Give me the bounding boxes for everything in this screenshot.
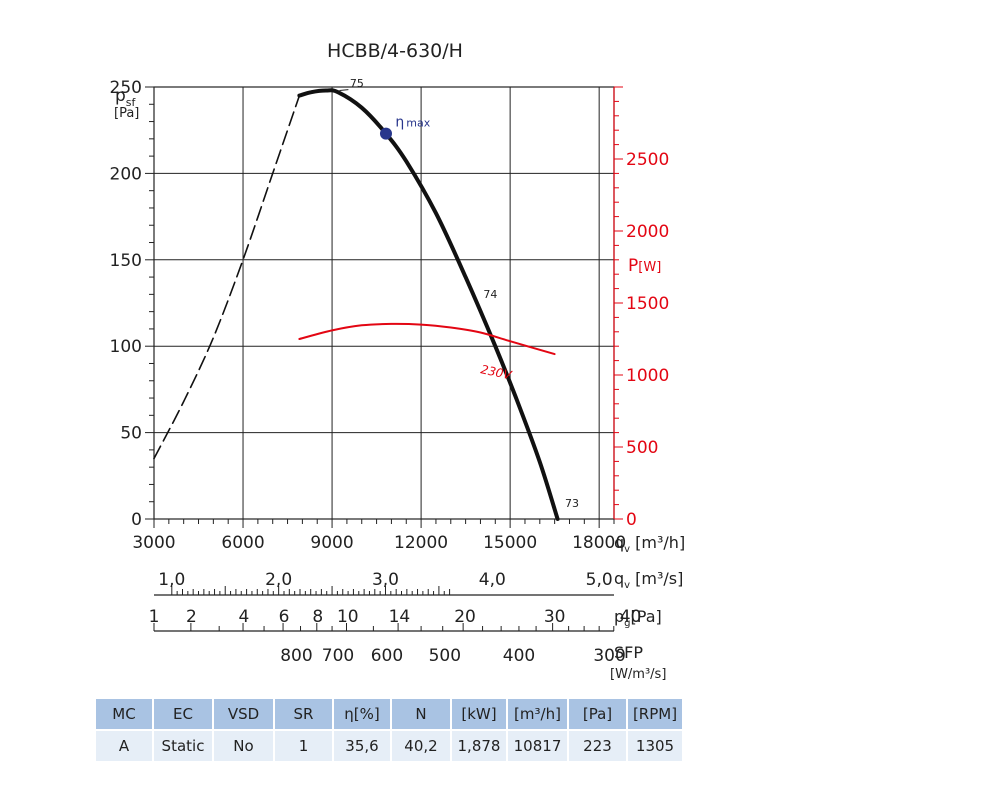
x-tick-label-pg: 14 [389, 607, 411, 627]
x-tick-label-qv_m3s: 3,0 [372, 570, 399, 590]
x-tick-label-qv_m3h: 18000 [572, 533, 626, 553]
cell-pressure: 223 [569, 731, 626, 761]
series-label-power: 230V [479, 362, 513, 382]
cell-n: 40,2 [392, 731, 450, 761]
power-axis: 0 500 1000 1500 2000 2500 [613, 86, 669, 530]
cell-flow: 10817 [508, 731, 567, 761]
table-row: A Static No 1 35,6 40,2 1,878 10817 223 … [96, 731, 682, 761]
x-tick-label-sfp: 600 [371, 646, 403, 666]
x-tick-label-qv_m3s: 2,0 [265, 570, 292, 590]
cell-mc: A [96, 731, 152, 761]
cell-ec: Static [154, 731, 212, 761]
col-header-pressure: [Pa] [569, 699, 626, 729]
x-tick-label-sfp: 400 [503, 646, 535, 666]
y-axis-unit: [Pa] [114, 106, 139, 121]
cell-vsd: No [214, 731, 273, 761]
x-tick-label-pg: 40 [620, 607, 642, 627]
col-header-rpm: [RPM] [628, 699, 682, 729]
series-power [298, 322, 556, 356]
annotation-leader [339, 89, 349, 91]
plot-frame [153, 86, 615, 520]
cell-rpm: 1305 [628, 731, 682, 761]
x-axis-unit-qv_m3s: qv [m³/s] [614, 569, 683, 591]
x-tick-label-sfp: 300 [593, 646, 625, 666]
spec-table: MC EC VSD SR η[%] N [kW] [m³/h] [Pa] [RP… [94, 697, 684, 763]
curve-annotation: 74 [483, 288, 497, 301]
x-tick-label-qv_m3s: 4,0 [479, 570, 506, 590]
col-header-n: N [392, 699, 450, 729]
y2-tick-label: 1500 [626, 294, 669, 314]
y2-tick-label: 500 [626, 438, 658, 458]
y-tick-label: 100 [110, 337, 142, 357]
spec-table-header-row: MC EC VSD SR η[%] N [kW] [m³/h] [Pa] [RP… [96, 699, 682, 729]
col-header-flow: [m³/h] [508, 699, 567, 729]
x-tick-label-sfp: 800 [280, 646, 312, 666]
col-header-efficiency: η[%] [334, 699, 390, 729]
col-header-ec: EC [154, 699, 212, 729]
x-tick-label-pg: 2 [186, 607, 197, 627]
col-header-mc: MC [96, 699, 152, 729]
cell-kw: 1,878 [452, 731, 506, 761]
y2-tick-label: 1000 [626, 366, 669, 386]
y-axis-label: psf [115, 86, 137, 109]
series-pressure-unstable [153, 94, 301, 460]
grid [153, 86, 615, 520]
x-tick-label-pg: 4 [239, 607, 250, 627]
pressure-axis: 0 50 100 150 200 250 [110, 78, 154, 530]
y-tick-label: 0 [131, 510, 142, 530]
series-pressure-stable [297, 88, 560, 521]
eta-max-label: η max [395, 114, 430, 130]
x-tick-label-pg: 10 [337, 607, 359, 627]
cell-sr: 1 [275, 731, 332, 761]
x-axis-unit-pg: pg[Pa] [614, 607, 662, 629]
col-header-kw: [kW] [452, 699, 506, 729]
x-tick-label-qv_m3h: 9000 [310, 533, 353, 553]
x-tick-label-pg: 1 [149, 607, 160, 627]
curve-annotation: 75 [350, 77, 364, 90]
x-tick-label-sfp: 500 [429, 646, 461, 666]
x-tick-label-pg: 30 [544, 607, 566, 627]
col-header-sr: SR [275, 699, 332, 729]
y-tick-label: 200 [110, 164, 142, 184]
eta-max-point [379, 127, 392, 140]
x-tick-label-qv_m3s: 5,0 [586, 570, 613, 590]
curves [153, 88, 560, 521]
chart-title: HCBB/4-630/H [327, 40, 463, 62]
curve-annotation: 73 [565, 497, 579, 510]
x-axis-unit-sfp: SFP [W/m³/s] [610, 643, 666, 682]
x-tick-label-qv_m3h: 15000 [483, 533, 537, 553]
x-tick-label-sfp: 700 [322, 646, 354, 666]
y-tick-label: 150 [110, 251, 142, 271]
x-tick-label-qv_m3h: 6000 [221, 533, 264, 553]
x-tick-label-pg: 8 [312, 607, 323, 627]
x-axis-unit-qv_m3h: qv [m³/h] [614, 533, 685, 555]
y2-axis-label: P[W] [628, 256, 661, 276]
x-tick-label-pg: 6 [279, 607, 290, 627]
y-tick-label: 50 [120, 424, 142, 444]
x-tick-label-pg: 20 [454, 607, 476, 627]
y2-tick-label: 0 [626, 510, 637, 530]
x-tick-label-qv_m3h: 3000 [132, 533, 175, 553]
y2-tick-label: 2500 [626, 150, 669, 170]
x-tick-label-qv_m3h: 12000 [394, 533, 448, 553]
y-tick-label: 250 [110, 78, 142, 98]
cell-efficiency: 35,6 [334, 731, 390, 761]
y2-tick-label: 2000 [626, 222, 669, 242]
col-header-vsd: VSD [214, 699, 273, 729]
annotations: 230V 75 74 73 η max [339, 77, 579, 510]
x-tick-label-qv_m3s: 1,0 [158, 570, 185, 590]
